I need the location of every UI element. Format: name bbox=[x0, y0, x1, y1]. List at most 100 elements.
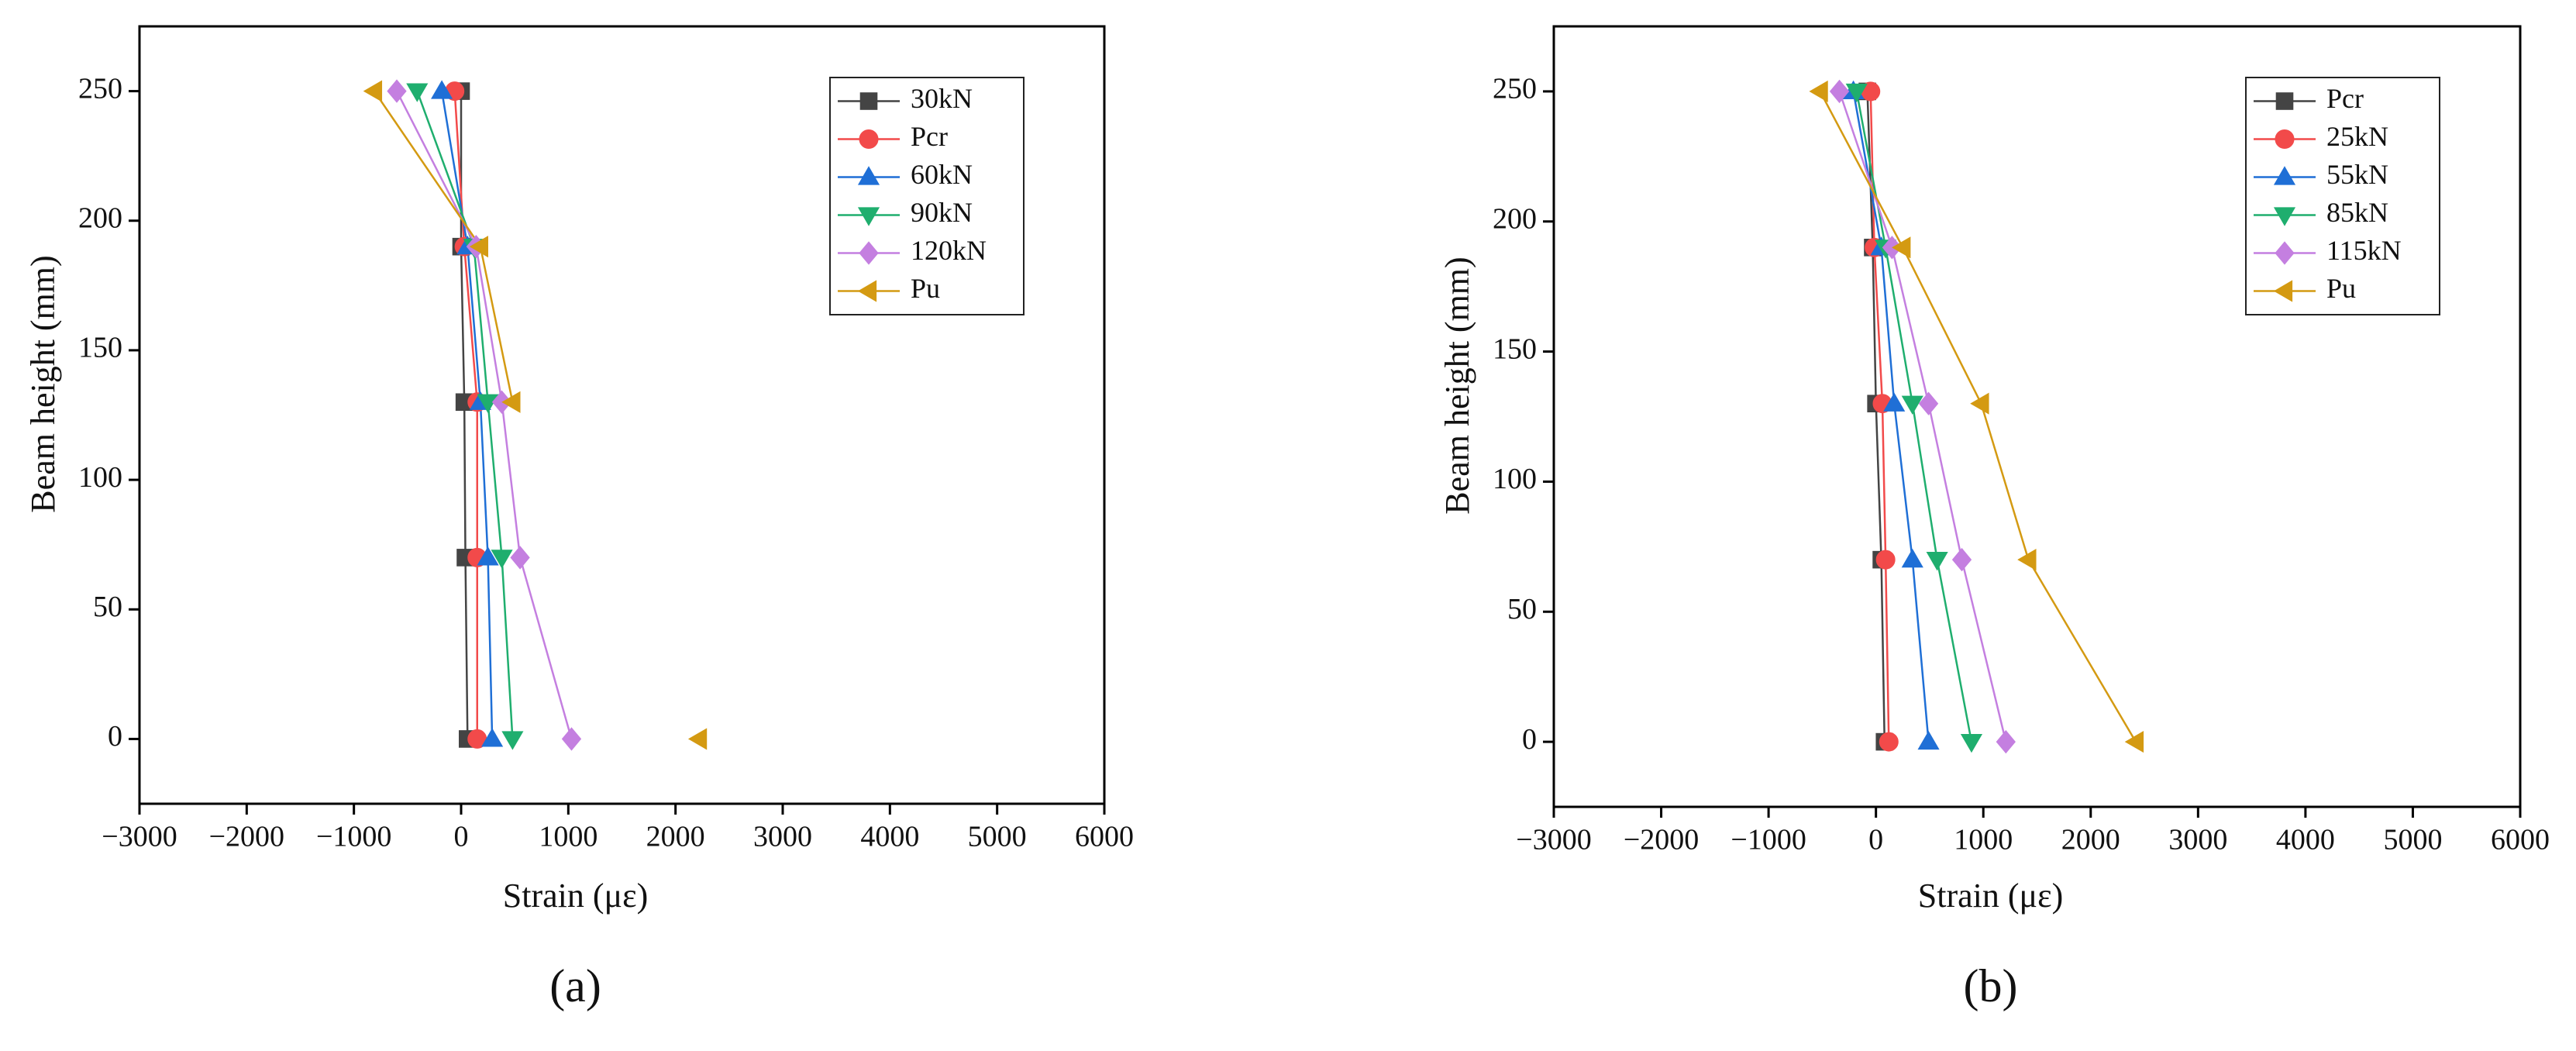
marker bbox=[2017, 549, 2037, 571]
marker bbox=[1901, 548, 1923, 568]
marker bbox=[1829, 79, 1850, 104]
x-tick-label: 6000 bbox=[1075, 821, 1134, 853]
marker bbox=[857, 166, 880, 185]
y-tick-label: 250 bbox=[78, 72, 122, 105]
marker bbox=[1960, 733, 1983, 753]
marker bbox=[387, 79, 407, 103]
legend-label: 90kN bbox=[911, 197, 973, 228]
y-tick-label: 50 bbox=[1507, 593, 1537, 625]
marker bbox=[561, 727, 582, 751]
marker bbox=[859, 241, 879, 265]
marker bbox=[1809, 80, 1828, 102]
x-tick-label: 5000 bbox=[968, 821, 1027, 853]
marker bbox=[406, 83, 429, 102]
x-tick-label: 0 bbox=[454, 821, 469, 853]
panel-label: (a) bbox=[549, 960, 601, 1011]
y-axis-title: Beam height (mm) bbox=[1438, 257, 1476, 514]
marker bbox=[363, 80, 383, 102]
y-tick-label: 50 bbox=[93, 591, 122, 623]
marker bbox=[1879, 732, 1899, 752]
series-line bbox=[1852, 91, 1930, 743]
marker bbox=[477, 394, 499, 413]
marker bbox=[2275, 129, 2295, 149]
marker bbox=[510, 546, 530, 570]
legend-label: Pu bbox=[2326, 273, 2356, 304]
series-line bbox=[1855, 91, 1973, 743]
marker bbox=[501, 391, 521, 413]
y-tick-label: 200 bbox=[1493, 202, 1537, 235]
legend-label: 60kN bbox=[911, 159, 973, 190]
legend-label: 115kN bbox=[2326, 235, 2402, 266]
legend-label: Pcr bbox=[2326, 83, 2364, 114]
x-tick-label: −2000 bbox=[1624, 824, 1699, 856]
marker bbox=[1875, 550, 1896, 570]
y-tick-label: 200 bbox=[78, 202, 122, 234]
marker bbox=[2275, 241, 2295, 265]
marker bbox=[1892, 236, 1911, 259]
marker bbox=[687, 728, 708, 750]
legend-label: 120kN bbox=[911, 235, 987, 266]
marker bbox=[859, 92, 878, 110]
x-tick-label: 1000 bbox=[539, 821, 598, 853]
legend-label: 25kN bbox=[2326, 121, 2388, 152]
plot-frame bbox=[138, 25, 1106, 805]
legend-label: 85kN bbox=[2326, 197, 2388, 228]
legend-box bbox=[829, 77, 1025, 315]
marker bbox=[1951, 547, 1972, 572]
x-tick-label: 2000 bbox=[646, 821, 705, 853]
x-tick-label: 4000 bbox=[2276, 824, 2335, 856]
legend-label: Pu bbox=[911, 273, 940, 304]
marker bbox=[2273, 207, 2296, 226]
x-tick-label: 6000 bbox=[2491, 824, 2550, 856]
marker bbox=[2273, 166, 2296, 185]
panel-label: (b) bbox=[1964, 960, 2018, 1011]
x-tick-label: 3000 bbox=[753, 821, 812, 853]
marker bbox=[1883, 392, 1906, 412]
marker bbox=[477, 546, 499, 566]
x-tick-label: 2000 bbox=[2061, 824, 2120, 856]
x-tick-label: −2000 bbox=[209, 821, 284, 853]
series-line bbox=[395, 91, 573, 739]
y-tick-label: 0 bbox=[108, 720, 122, 753]
marker bbox=[859, 129, 879, 149]
series-line bbox=[1838, 91, 2007, 743]
x-axis-title: Strain (με) bbox=[1918, 877, 2063, 915]
x-tick-label: −3000 bbox=[102, 821, 177, 853]
marker bbox=[857, 207, 880, 226]
series-line bbox=[1819, 91, 2137, 743]
series-line bbox=[373, 90, 514, 403]
marker bbox=[2124, 731, 2144, 753]
marker bbox=[431, 80, 453, 99]
marker bbox=[2275, 92, 2294, 110]
legend-label: Pcr bbox=[911, 121, 948, 152]
y-axis-title: Beam height (mm) bbox=[24, 255, 62, 512]
marker bbox=[501, 731, 524, 750]
legend-box bbox=[2245, 77, 2440, 315]
x-tick-label: 3000 bbox=[2168, 824, 2227, 856]
legend-label: 55kN bbox=[2326, 159, 2388, 190]
marker bbox=[857, 280, 877, 302]
marker bbox=[1970, 392, 1989, 415]
marker bbox=[2273, 280, 2293, 302]
marker bbox=[1996, 729, 2016, 754]
y-tick-label: 100 bbox=[78, 461, 122, 494]
marker bbox=[469, 236, 488, 258]
series-line bbox=[460, 91, 469, 739]
x-tick-label: 0 bbox=[1868, 824, 1883, 856]
marker bbox=[481, 728, 504, 747]
x-tick-label: 1000 bbox=[1954, 824, 2013, 856]
legend-label: 30kN bbox=[911, 83, 973, 114]
y-tick-label: 0 bbox=[1522, 723, 1537, 756]
marker bbox=[1901, 395, 1923, 415]
y-tick-label: 150 bbox=[1493, 333, 1537, 365]
marker bbox=[1918, 391, 1939, 415]
x-tick-label: −1000 bbox=[316, 821, 391, 853]
y-tick-label: 250 bbox=[1493, 73, 1537, 105]
marker bbox=[1917, 730, 1940, 750]
y-tick-label: 100 bbox=[1493, 463, 1537, 495]
x-axis-title: Strain (με) bbox=[503, 877, 648, 915]
y-tick-label: 150 bbox=[78, 332, 122, 364]
x-tick-label: 4000 bbox=[860, 821, 919, 853]
marker bbox=[1845, 83, 1868, 103]
